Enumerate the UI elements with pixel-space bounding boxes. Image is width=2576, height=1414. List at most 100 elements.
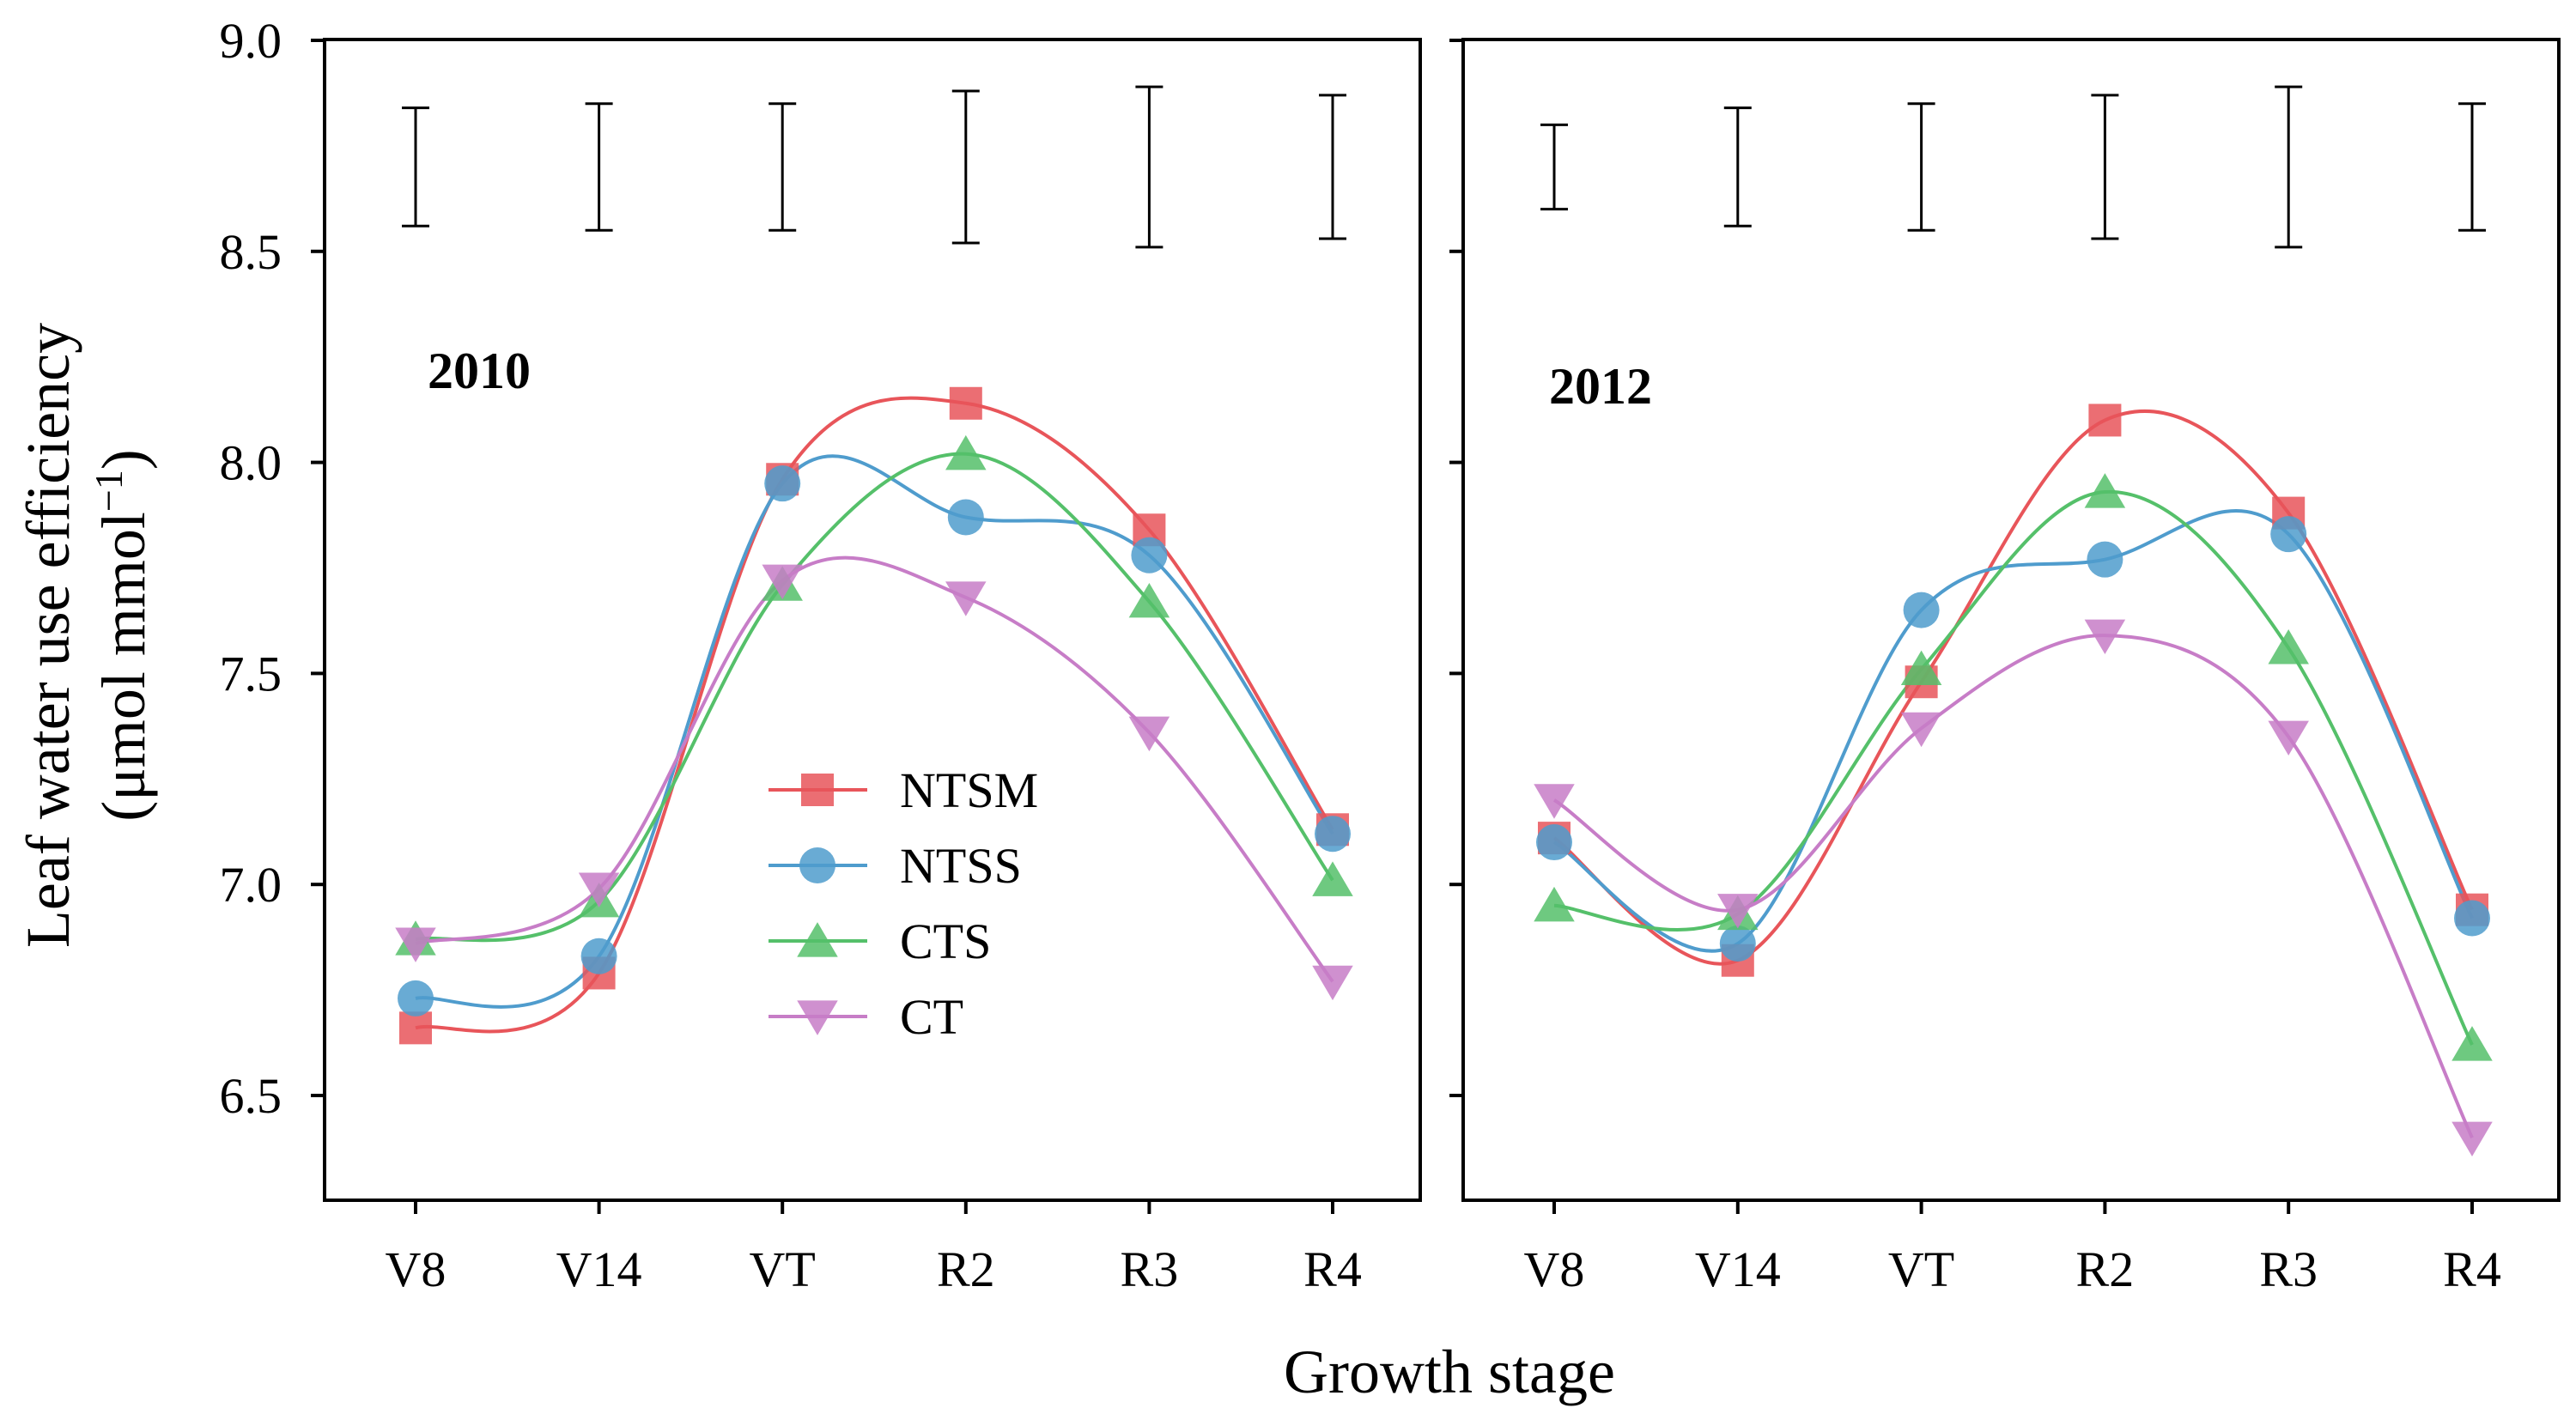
legend-item-ntsm: NTSM	[769, 762, 1038, 818]
series-markers	[395, 386, 1353, 1045]
axis-ticks	[311, 39, 1334, 1214]
y-tick-label: 8.0	[220, 435, 283, 491]
data-point-ntss	[764, 465, 801, 502]
y-tick-label: 8.5	[220, 224, 283, 280]
data-point-ct	[1128, 716, 1170, 752]
x-tick-labels: V8 V14 VT R2 R3 R4	[1524, 1241, 2501, 1297]
series-line-ct	[415, 555, 1334, 983]
x-tick-label: R2	[937, 1241, 995, 1297]
data-point-ct	[1717, 894, 1759, 929]
series-curves	[415, 396, 1334, 1034]
y-axis-unit-close: )	[89, 449, 158, 470]
y-axis-unit: (μmol mmol	[89, 512, 158, 822]
data-point-ct	[2084, 619, 2126, 655]
data-point-ntss	[1315, 816, 1351, 853]
data-point-cts	[1128, 582, 1170, 618]
series-line-ntsm	[1552, 409, 2474, 966]
legend-marker-shape	[801, 774, 834, 806]
data-point-ct	[945, 581, 987, 616]
data-point-ntss	[2270, 516, 2307, 553]
x-tick-label: V14	[1695, 1241, 1781, 1297]
data-point-ntsm	[399, 1011, 432, 1045]
legend-item-ntss: NTSS	[769, 838, 1022, 894]
data-point-ct	[762, 564, 803, 600]
data-point-ntss	[1536, 824, 1572, 861]
error-bar	[769, 102, 797, 232]
error-bar	[1319, 94, 1346, 240]
error-bar	[2091, 94, 2119, 240]
error-bar	[1907, 102, 1935, 232]
series-line-ntss	[415, 454, 1334, 1009]
plot-frame	[1461, 38, 2561, 1202]
data-point-cts	[1534, 886, 1575, 922]
legend-label: CTS	[900, 913, 991, 969]
data-point-ct	[1312, 965, 1353, 1001]
legend-label: NTSS	[900, 838, 1022, 894]
series-curves	[1552, 409, 2474, 1138]
y-axis-title-line2-group: (μmol mmol−1)	[87, 449, 158, 822]
error-bar	[1135, 85, 1163, 249]
data-point-ct	[2268, 720, 2309, 756]
error-bar	[951, 89, 980, 245]
data-point-ntss	[2087, 541, 2123, 578]
y-axis-title-line2: (μmol mmol−1)	[87, 449, 158, 822]
x-tick-labels: V8 V14 VT R2 R3 R4	[386, 1241, 1362, 1297]
panel-label-2012: 2012	[1549, 358, 1652, 415]
data-point-cts	[945, 434, 987, 470]
series-line-ct	[1552, 634, 2474, 1138]
error-bars	[402, 85, 1346, 249]
series-markers	[1534, 404, 2493, 1157]
y-tick-label: 9.0	[220, 13, 283, 69]
data-point-ct	[1900, 712, 1942, 748]
panel-2010: V8 V14 VT R2 R3 R4 2010	[311, 38, 1422, 1297]
data-point-ntsm	[2088, 404, 2122, 437]
legend-item-ct: CT	[769, 989, 963, 1045]
data-point-ntss	[1903, 592, 1940, 628]
data-point-cts	[2268, 629, 2309, 665]
legend-marker	[797, 922, 838, 957]
data-point-ntsm	[949, 386, 982, 420]
y-tick-label: 7.5	[220, 646, 283, 701]
panel-2012: V8 V14 VT R2 R3 R4 2012	[1449, 38, 2561, 1297]
x-tick-label: R2	[2076, 1241, 2135, 1297]
y-tick-label: 6.5	[220, 1068, 283, 1124]
error-bar	[1723, 106, 1752, 228]
y-axis-title-line1: Leaf water use efficiency	[14, 323, 82, 948]
data-point-cts	[1900, 650, 1942, 686]
data-point-ntss	[1131, 537, 1168, 573]
data-point-ct	[578, 872, 620, 907]
data-point-ntss	[2454, 900, 2490, 937]
legend-label: NTSM	[900, 762, 1038, 818]
data-point-ntss	[1719, 925, 1756, 962]
legend: NTSM NTSS CTS CT	[769, 762, 1038, 1045]
x-tick-label: R4	[1303, 1241, 1362, 1297]
axis-ticks	[1449, 39, 2474, 1214]
y-tick-labels: 6.5 7.0 7.5 8.0 8.5 9.0	[220, 13, 283, 1124]
data-point-ntss	[947, 499, 984, 536]
y-axis-title-line1-group: Leaf water use efficiency	[14, 323, 82, 948]
error-bar	[585, 102, 613, 232]
error-bars	[1540, 85, 2486, 249]
data-point-cts	[2451, 1026, 2493, 1061]
panel-label-2010: 2010	[428, 343, 531, 399]
data-point-ct	[395, 927, 436, 962]
error-bar	[402, 106, 429, 228]
x-tick-label: V14	[556, 1241, 642, 1297]
y-tick-label: 7.0	[220, 857, 283, 913]
error-bar	[1540, 123, 1568, 211]
error-bar	[2275, 85, 2303, 249]
x-axis-title: Growth stage	[1284, 1338, 1615, 1406]
data-point-cts	[2084, 473, 2126, 508]
legend-marker-shape	[797, 1000, 838, 1035]
data-point-ct	[1534, 784, 1575, 819]
legend-label: CT	[900, 989, 963, 1045]
x-tick-label: R3	[2259, 1241, 2318, 1297]
x-tick-label: R3	[1121, 1241, 1179, 1297]
legend-marker	[799, 847, 835, 883]
data-point-ct	[2451, 1121, 2493, 1157]
series-line-ntsm	[415, 396, 1334, 1034]
legend-marker-shape	[799, 847, 835, 883]
data-point-cts	[1312, 861, 1353, 896]
legend-marker-shape	[797, 922, 838, 957]
error-bar	[2458, 102, 2486, 232]
